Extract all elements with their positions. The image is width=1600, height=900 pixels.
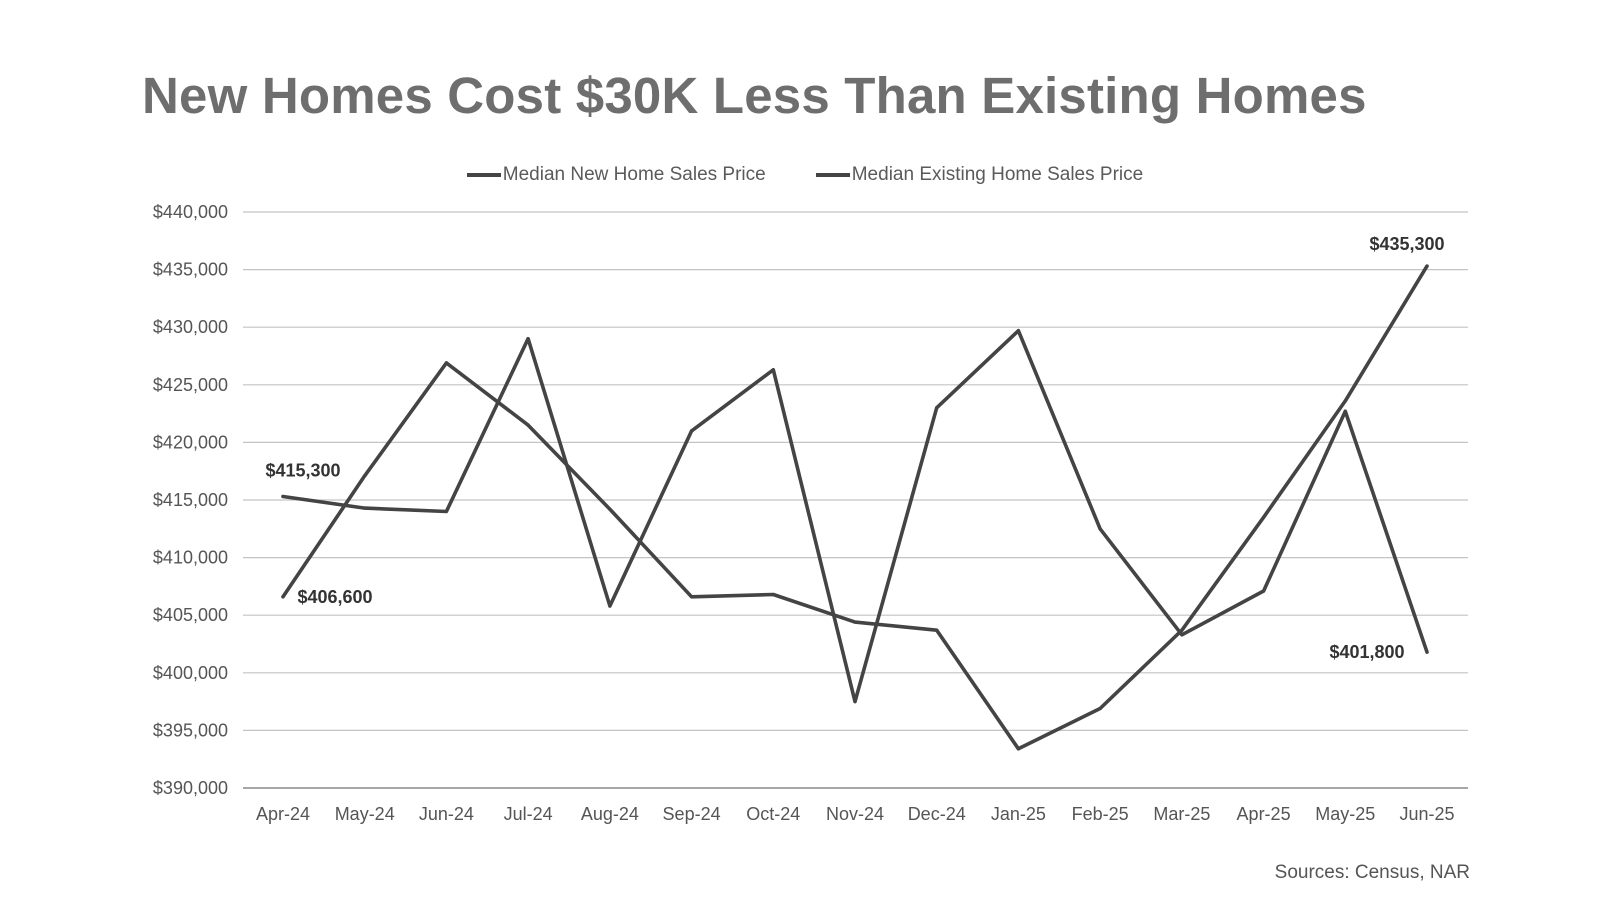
data-point-new-home <box>363 506 367 510</box>
x-tick-label: Oct-24 <box>746 804 800 824</box>
data-point-existing-home <box>444 361 449 365</box>
data-point-existing-home <box>363 474 367 478</box>
x-tick-label: Jan-25 <box>991 804 1046 824</box>
legend-item-existing-home: Median Existing Home Sales Price <box>815 164 1144 186</box>
data-point-existing-home <box>1425 264 1429 268</box>
x-tick-label: Jul-24 <box>504 804 553 824</box>
x-tick-label: May-24 <box>335 804 395 824</box>
data-labels: $415,300 $406,600 $401,800 $435,300 <box>265 234 1444 662</box>
data-point-new-home <box>526 337 530 341</box>
legend-label-new-home: Median New Home Sales Price <box>502 164 766 185</box>
x-tick-label: Jun-24 <box>419 804 474 824</box>
data-point-new-home <box>1261 589 1266 593</box>
data-point-existing-home <box>1343 399 1347 403</box>
legend-swatch-existing-home <box>815 173 850 177</box>
data-point-existing-home <box>853 620 857 624</box>
x-tick-label: Dec-24 <box>908 804 966 824</box>
data-point-existing-home <box>1016 747 1021 751</box>
y-tick-label: $395,000 <box>153 720 228 740</box>
data-point-new-home <box>1098 527 1102 531</box>
x-tick-label: Mar-25 <box>1153 804 1210 824</box>
y-tick-label: $415,000 <box>153 490 228 510</box>
data-point-existing-home <box>689 595 694 599</box>
data-point-new-home <box>935 406 939 410</box>
data-point-existing-home <box>1261 515 1266 519</box>
y-tick-label: $420,000 <box>153 432 228 452</box>
y-tick-label: $400,000 <box>153 663 228 683</box>
series-lines <box>281 264 1429 751</box>
series-line-new-home <box>281 328 1429 704</box>
data-point-new-home <box>1180 633 1184 637</box>
data-point-new-home <box>444 509 449 514</box>
data-point-new-home <box>1343 409 1347 413</box>
data-point-new-home <box>1016 329 1021 333</box>
legend-label-existing-home: Median Existing Home Sales Price <box>851 164 1144 185</box>
data-point-new-home <box>1425 650 1429 654</box>
source-note: Sources: Census, NAR <box>1274 862 1470 883</box>
data-label: $435,300 <box>1369 234 1444 254</box>
axes: $390,000 $395,000 $400,000 $405,000 $410,000… <box>153 202 1468 824</box>
data-point-new-home <box>281 494 285 499</box>
data-label: $401,800 <box>1329 642 1404 662</box>
legend-swatch-new-home <box>466 173 501 177</box>
y-tick-label: $410,000 <box>153 548 228 568</box>
legend: Median New Home Sales Price Median Exist… <box>0 164 1600 186</box>
y-tick-label: $430,000 <box>153 317 228 337</box>
series-line-existing-home <box>281 264 1429 751</box>
data-point-existing-home <box>526 423 530 427</box>
data-label: $406,600 <box>297 587 372 607</box>
data-point-new-home <box>853 700 857 704</box>
x-tick-label: Feb-25 <box>1072 804 1129 824</box>
x-tick-label: Apr-24 <box>256 804 310 824</box>
data-point-existing-home <box>1180 628 1184 632</box>
data-point-new-home <box>689 429 694 433</box>
x-tick-label: Sep-24 <box>663 804 721 824</box>
x-tick-label: Aug-24 <box>581 804 639 824</box>
gridlines <box>243 211 1468 732</box>
data-point-existing-home <box>935 628 939 632</box>
x-tick-label: Jun-25 <box>1399 804 1454 824</box>
x-tick-label: Apr-25 <box>1237 804 1291 824</box>
data-point-existing-home <box>771 592 775 597</box>
y-tick-label: $390,000 <box>153 778 228 798</box>
data-point-existing-home <box>608 507 612 511</box>
data-point-new-home <box>608 604 612 608</box>
legend-item-new-home: Median New Home Sales Price <box>466 164 766 186</box>
data-point-new-home <box>771 368 775 372</box>
x-tick-label: Nov-24 <box>826 804 884 824</box>
data-point-existing-home <box>281 595 285 599</box>
data-label: $415,300 <box>265 461 340 481</box>
data-point-existing-home <box>1098 706 1102 711</box>
y-tick-label: $425,000 <box>153 375 228 395</box>
y-tick-label: $435,000 <box>153 260 228 280</box>
y-tick-label: $440,000 <box>153 202 228 222</box>
chart-title: New Homes Cost $30K Less Than Existing H… <box>142 67 1367 124</box>
x-tick-label: May-25 <box>1315 804 1375 824</box>
y-tick-label: $405,000 <box>153 605 228 625</box>
